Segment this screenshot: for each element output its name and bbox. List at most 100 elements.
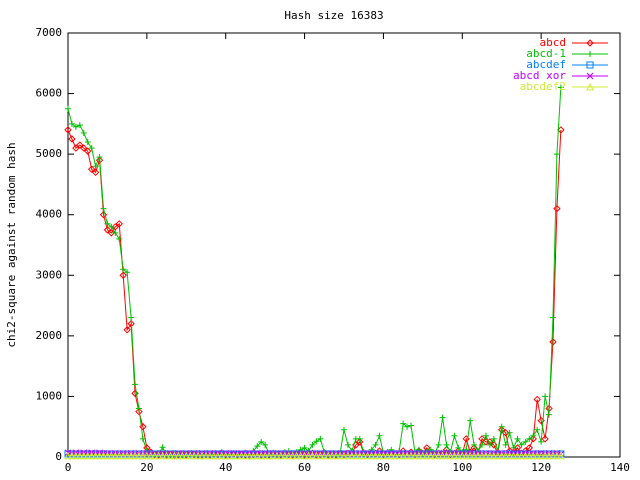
data-point — [411, 451, 419, 460]
data-point — [549, 451, 557, 460]
legend-label: abcdef — [526, 58, 566, 71]
data-point — [320, 451, 329, 460]
data-point — [546, 411, 553, 418]
data-point — [553, 151, 560, 158]
y-tick-label: 1000 — [36, 389, 63, 402]
data-point — [135, 407, 143, 416]
data-point — [344, 441, 351, 448]
data-point — [124, 269, 131, 276]
data-point — [300, 451, 309, 460]
data-point — [537, 451, 545, 460]
data-point — [379, 451, 388, 460]
data-point — [132, 381, 139, 388]
data-point — [553, 204, 561, 213]
data-point — [91, 451, 100, 460]
data-point — [154, 451, 163, 460]
data-point — [534, 426, 541, 433]
data-point — [131, 389, 139, 398]
data-point — [430, 451, 439, 460]
data-point — [526, 435, 533, 442]
data-point — [446, 451, 455, 460]
data-point — [76, 141, 84, 149]
legend-marker — [586, 82, 594, 91]
data-point — [127, 320, 135, 328]
data-point — [505, 451, 514, 460]
data-point — [135, 451, 143, 460]
data-point — [225, 451, 234, 460]
data-point — [498, 426, 506, 434]
data-point — [450, 451, 459, 460]
data-point — [190, 451, 198, 460]
data-point — [458, 451, 467, 460]
data-point — [301, 444, 308, 451]
data-point — [131, 451, 139, 460]
data-point — [127, 451, 135, 460]
data-point — [517, 451, 526, 460]
data-point — [490, 435, 497, 442]
data-point — [467, 417, 474, 424]
data-point — [439, 414, 446, 421]
data-point — [92, 163, 99, 170]
series-line — [67, 87, 562, 456]
data-point — [76, 122, 83, 129]
data-point — [65, 105, 71, 112]
data-point — [254, 443, 261, 450]
data-point — [95, 451, 104, 460]
data-point — [107, 451, 116, 460]
data-point — [253, 451, 262, 460]
data-point — [549, 338, 557, 346]
data-point — [443, 441, 450, 448]
data-point — [158, 451, 167, 460]
x-tick-label: 0 — [65, 461, 72, 474]
data-point — [529, 451, 538, 460]
data-point — [120, 266, 127, 273]
data-point — [419, 451, 427, 460]
data-point — [68, 451, 76, 460]
data-point — [116, 235, 123, 242]
data-point — [88, 145, 95, 152]
x-tick-label: 60 — [298, 461, 311, 474]
data-point — [530, 432, 537, 439]
data-point — [438, 451, 447, 460]
data-point — [83, 451, 92, 460]
y-tick-label: 5000 — [36, 147, 63, 160]
data-point — [139, 451, 147, 460]
data-point — [352, 451, 360, 460]
data-point — [501, 451, 510, 460]
data-point — [371, 451, 380, 460]
data-point — [178, 451, 187, 460]
legend-label: abcd-1 — [526, 47, 566, 60]
data-point — [478, 451, 486, 460]
data-point — [72, 144, 80, 152]
data-point — [521, 451, 530, 460]
x-tick-label: 20 — [140, 461, 153, 474]
chart-title: Hash size 16383 — [284, 9, 383, 22]
data-point — [454, 451, 463, 460]
data-point — [217, 451, 226, 460]
data-point — [103, 451, 112, 460]
data-point — [186, 451, 195, 460]
data-point — [245, 451, 254, 460]
y-tick-label: 6000 — [36, 87, 63, 100]
data-point — [214, 451, 222, 460]
data-point — [376, 432, 383, 439]
data-point — [442, 451, 451, 460]
series-line — [67, 129, 562, 457]
data-point — [356, 435, 363, 442]
data-point — [372, 441, 379, 448]
data-point — [162, 451, 171, 460]
data-point — [80, 144, 88, 152]
data-point — [128, 314, 135, 321]
data-point — [341, 426, 347, 433]
data-point — [257, 451, 266, 460]
data-point — [64, 451, 72, 460]
data-point — [355, 451, 364, 460]
data-point — [498, 423, 505, 430]
data-point — [490, 451, 498, 460]
data-point — [400, 420, 407, 427]
data-point — [317, 435, 324, 442]
x-tick-label: 140 — [610, 461, 630, 474]
data-point — [115, 451, 124, 460]
data-point — [170, 451, 179, 460]
